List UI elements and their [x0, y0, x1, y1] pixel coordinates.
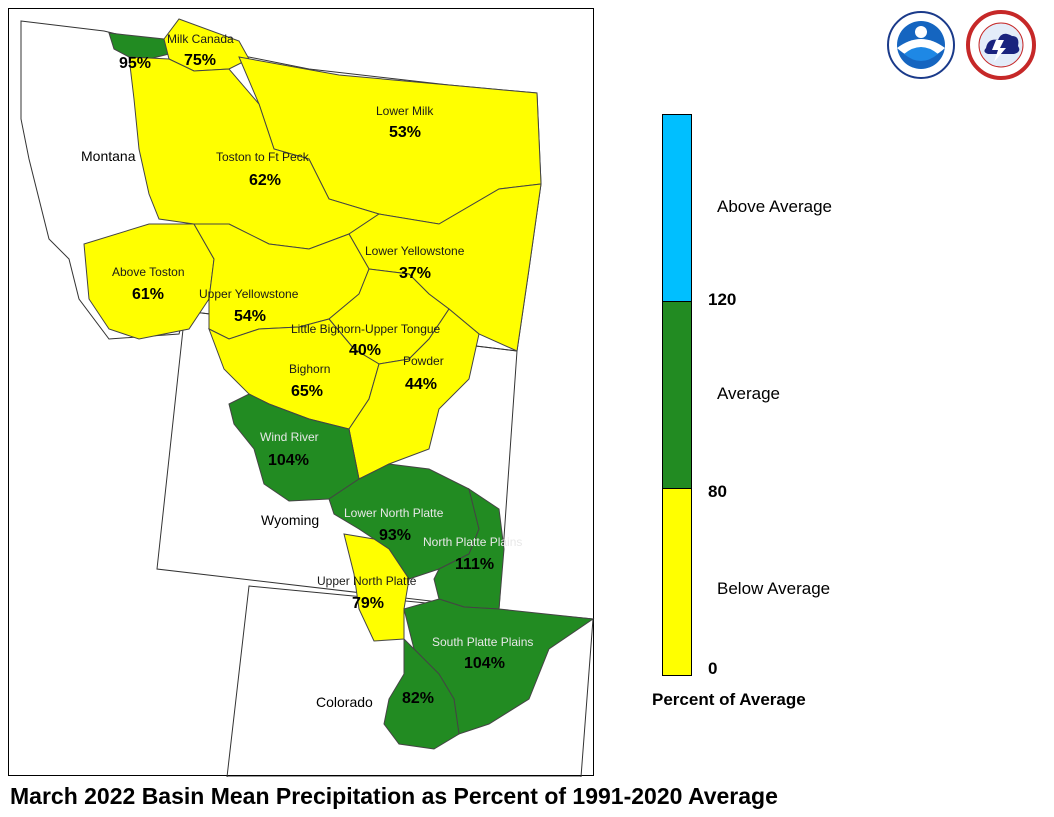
legend-tick-80: 80	[708, 482, 727, 501]
basin-name-south-platte-plains: South Platte Plains	[432, 635, 533, 649]
basin-name-milk-canada: Milk Canada	[167, 32, 234, 46]
legend-swatch-above-average	[663, 115, 691, 302]
basin-name-lower-milk: Lower Milk	[376, 104, 434, 118]
map-frame: Montana Wyoming Colorado 95% Milk Canada…	[8, 8, 595, 777]
basin-pct-lower-yellowstone: 37%	[399, 265, 431, 282]
state-label-colorado: Colorado	[316, 694, 373, 710]
basin-pct-bighorn: 65%	[291, 383, 323, 400]
basin-82-area	[383, 637, 460, 750]
basin-name-wind-river: Wind River	[260, 430, 319, 444]
national-weather-service-logo	[966, 10, 1036, 80]
state-label-wyoming: Wyoming	[261, 512, 319, 528]
basin-pct-powder: 44%	[405, 376, 437, 393]
basin-pct-little-bighorn-upper-tongue: 40%	[349, 342, 381, 359]
legend-title: Percent of Average	[652, 690, 806, 709]
basin-pct-north-platte-plains: 111%	[455, 556, 494, 573]
basin-name-powder: Powder	[403, 354, 444, 368]
legend-colorbar	[662, 114, 692, 676]
basin-map: Montana Wyoming Colorado 95% Milk Canada…	[20, 18, 595, 777]
legend-label-below-average: Below Average	[717, 579, 831, 598]
basin-upper-north-platte-area	[343, 533, 410, 642]
legend-tick-120: 120	[708, 290, 737, 309]
basin-name-north-platte-plains: North Platte Plains	[423, 535, 522, 549]
basin-pct-upper-yellowstone: 54%	[234, 308, 266, 325]
basin-name-lower-north-platte: Lower North Platte	[344, 506, 444, 520]
noaa-logo	[887, 11, 955, 79]
basin-name-above-toston: Above Toston	[112, 265, 185, 279]
basin-pct-south-platte-plains: 104%	[464, 655, 505, 672]
legend-swatch-average	[663, 302, 691, 489]
basin-pct-milk-canada: 75%	[184, 52, 216, 69]
basin-above-toston-area	[83, 223, 215, 340]
basin-pct-toston-ft-peck: 62%	[249, 172, 281, 189]
basin-name-upper-north-platte: Upper North Platte	[317, 574, 417, 588]
basin-pct-upper-north-platte: 79%	[352, 595, 384, 612]
legend-label-average: Average	[717, 384, 781, 403]
legend-swatch-below-average	[663, 489, 691, 675]
basin-pct-95: 95%	[119, 55, 151, 72]
basin-name-bighorn: Bighorn	[289, 362, 330, 376]
basin-name-little-bighorn-upper-tongue: Little Bighorn-Upper Tongue	[291, 322, 441, 336]
basin-pct-above-toston: 61%	[132, 286, 164, 303]
state-label-montana: Montana	[81, 148, 136, 164]
basin-name-toston-ft-peck: Toston to Ft Peck	[216, 150, 310, 164]
basin-name-lower-yellowstone: Lower Yellowstone	[365, 244, 465, 258]
legend-label-above-average: Above Average	[717, 197, 832, 216]
basin-name-upper-yellowstone: Upper Yellowstone	[199, 287, 299, 301]
basin-pct-lower-milk: 53%	[389, 124, 421, 141]
basin-pct-wind-river: 104%	[268, 452, 309, 469]
basin-pct-82: 82%	[402, 690, 434, 707]
legend-tick-0: 0	[708, 659, 718, 678]
basin-pct-lower-north-platte: 93%	[379, 527, 411, 544]
map-title: March 2022 Basin Mean Precipitation as P…	[10, 783, 778, 809]
